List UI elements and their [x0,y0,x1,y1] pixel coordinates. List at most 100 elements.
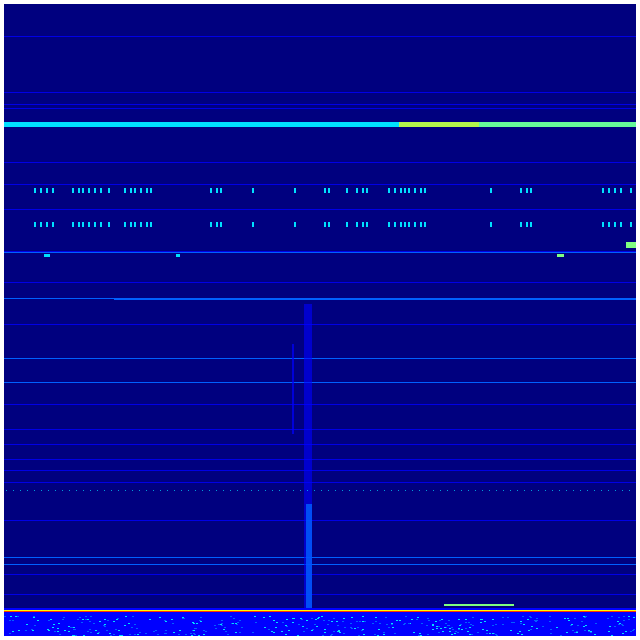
noise-speck [149,619,151,620]
noise-speck [128,623,130,624]
noise-speck [495,634,497,635]
dotted-signal [97,490,98,491]
noise-speck [374,634,376,635]
noise-speck [469,634,471,635]
noise-speck [104,624,106,625]
noise-speck [331,634,333,635]
dotted-signal [293,490,294,491]
dotted-signal [272,490,273,491]
signal-burst [366,188,368,193]
noise-speck [89,621,91,622]
noise-speck [82,619,84,620]
noise-speck [4,616,6,617]
noise-speck [581,621,583,622]
noise-speck [386,624,388,625]
noise-speck [403,624,405,625]
noise-speck [323,620,325,621]
noise-speck [507,617,509,618]
noise-speck [399,620,401,621]
noise-speck [385,617,387,618]
dotted-signal [517,490,518,491]
noise-speck [48,620,50,621]
frequency-line [4,470,636,471]
noise-speck [64,630,66,631]
noise-speck [87,631,89,632]
noise-speck [448,620,450,621]
noise-speck [585,625,587,626]
noise-speck [502,617,504,618]
noise-speck [85,619,87,620]
noise-speck [564,618,566,619]
dotted-signal [209,490,210,491]
noise-speck [131,627,133,628]
dotted-signal [160,490,161,491]
noise-speck [223,629,225,630]
dotted-signal [552,490,553,491]
noise-speck [12,631,14,632]
signal-burst [530,188,532,193]
noise-speck [470,624,472,625]
noise-speck [486,630,488,631]
signal-burst [72,188,74,193]
noise-speck [609,626,611,627]
noise-speck [195,628,197,629]
signal-burst [78,222,80,227]
dotted-signal [27,490,28,491]
spectrogram-background [4,4,636,636]
noise-speck [224,627,226,628]
noise-speck [536,620,538,621]
noise-speck [492,625,494,626]
signal-burst [608,188,610,193]
noise-speck [276,622,278,623]
noise-speck [630,631,632,632]
frequency-line [4,108,636,109]
noise-speck [628,616,630,617]
noise-speck [220,624,222,625]
dotted-signal [174,490,175,491]
noise-speck [438,632,440,633]
noise-speck [350,623,352,624]
noise-speck [618,624,620,625]
noise-speck [193,630,195,631]
noise-speck [191,635,193,636]
signal-burst [78,188,80,193]
noise-speck [324,629,326,630]
signal-burst [520,222,522,227]
noise-speck [324,632,326,633]
signal-burst [530,222,532,227]
noise-speck [527,619,529,620]
dotted-signal [104,490,105,491]
frequency-line [4,404,636,405]
noise-speck [576,632,578,633]
noise-speck [607,618,609,619]
noise-speck [362,616,364,617]
frequency-line [4,520,636,521]
noise-speck [611,635,613,636]
signal-burst [220,222,222,227]
noise-speck [198,635,200,636]
noise-speck [614,626,616,627]
noise-speck [171,619,173,620]
noise-speck [510,630,512,631]
noise-speck [535,621,537,622]
noise-speck [241,627,243,628]
noise-speck [239,620,241,621]
noise-speck [193,623,195,624]
noise-speck [59,634,61,635]
noise-speck [103,625,105,626]
noise-speck [574,618,576,619]
frequency-line [114,298,636,300]
noise-speck [264,627,266,628]
noise-speck [50,619,52,620]
noise-speck [139,632,141,633]
noise-speck [622,633,624,634]
noise-speck [420,635,422,636]
signal-burst [82,188,84,193]
noise-speck [302,626,304,627]
noise-speck [196,623,198,624]
signal-burst [356,188,358,193]
dotted-signal [503,490,504,491]
noise-speck [536,618,538,619]
noise-speck [93,623,95,624]
noise-speck [235,632,237,633]
